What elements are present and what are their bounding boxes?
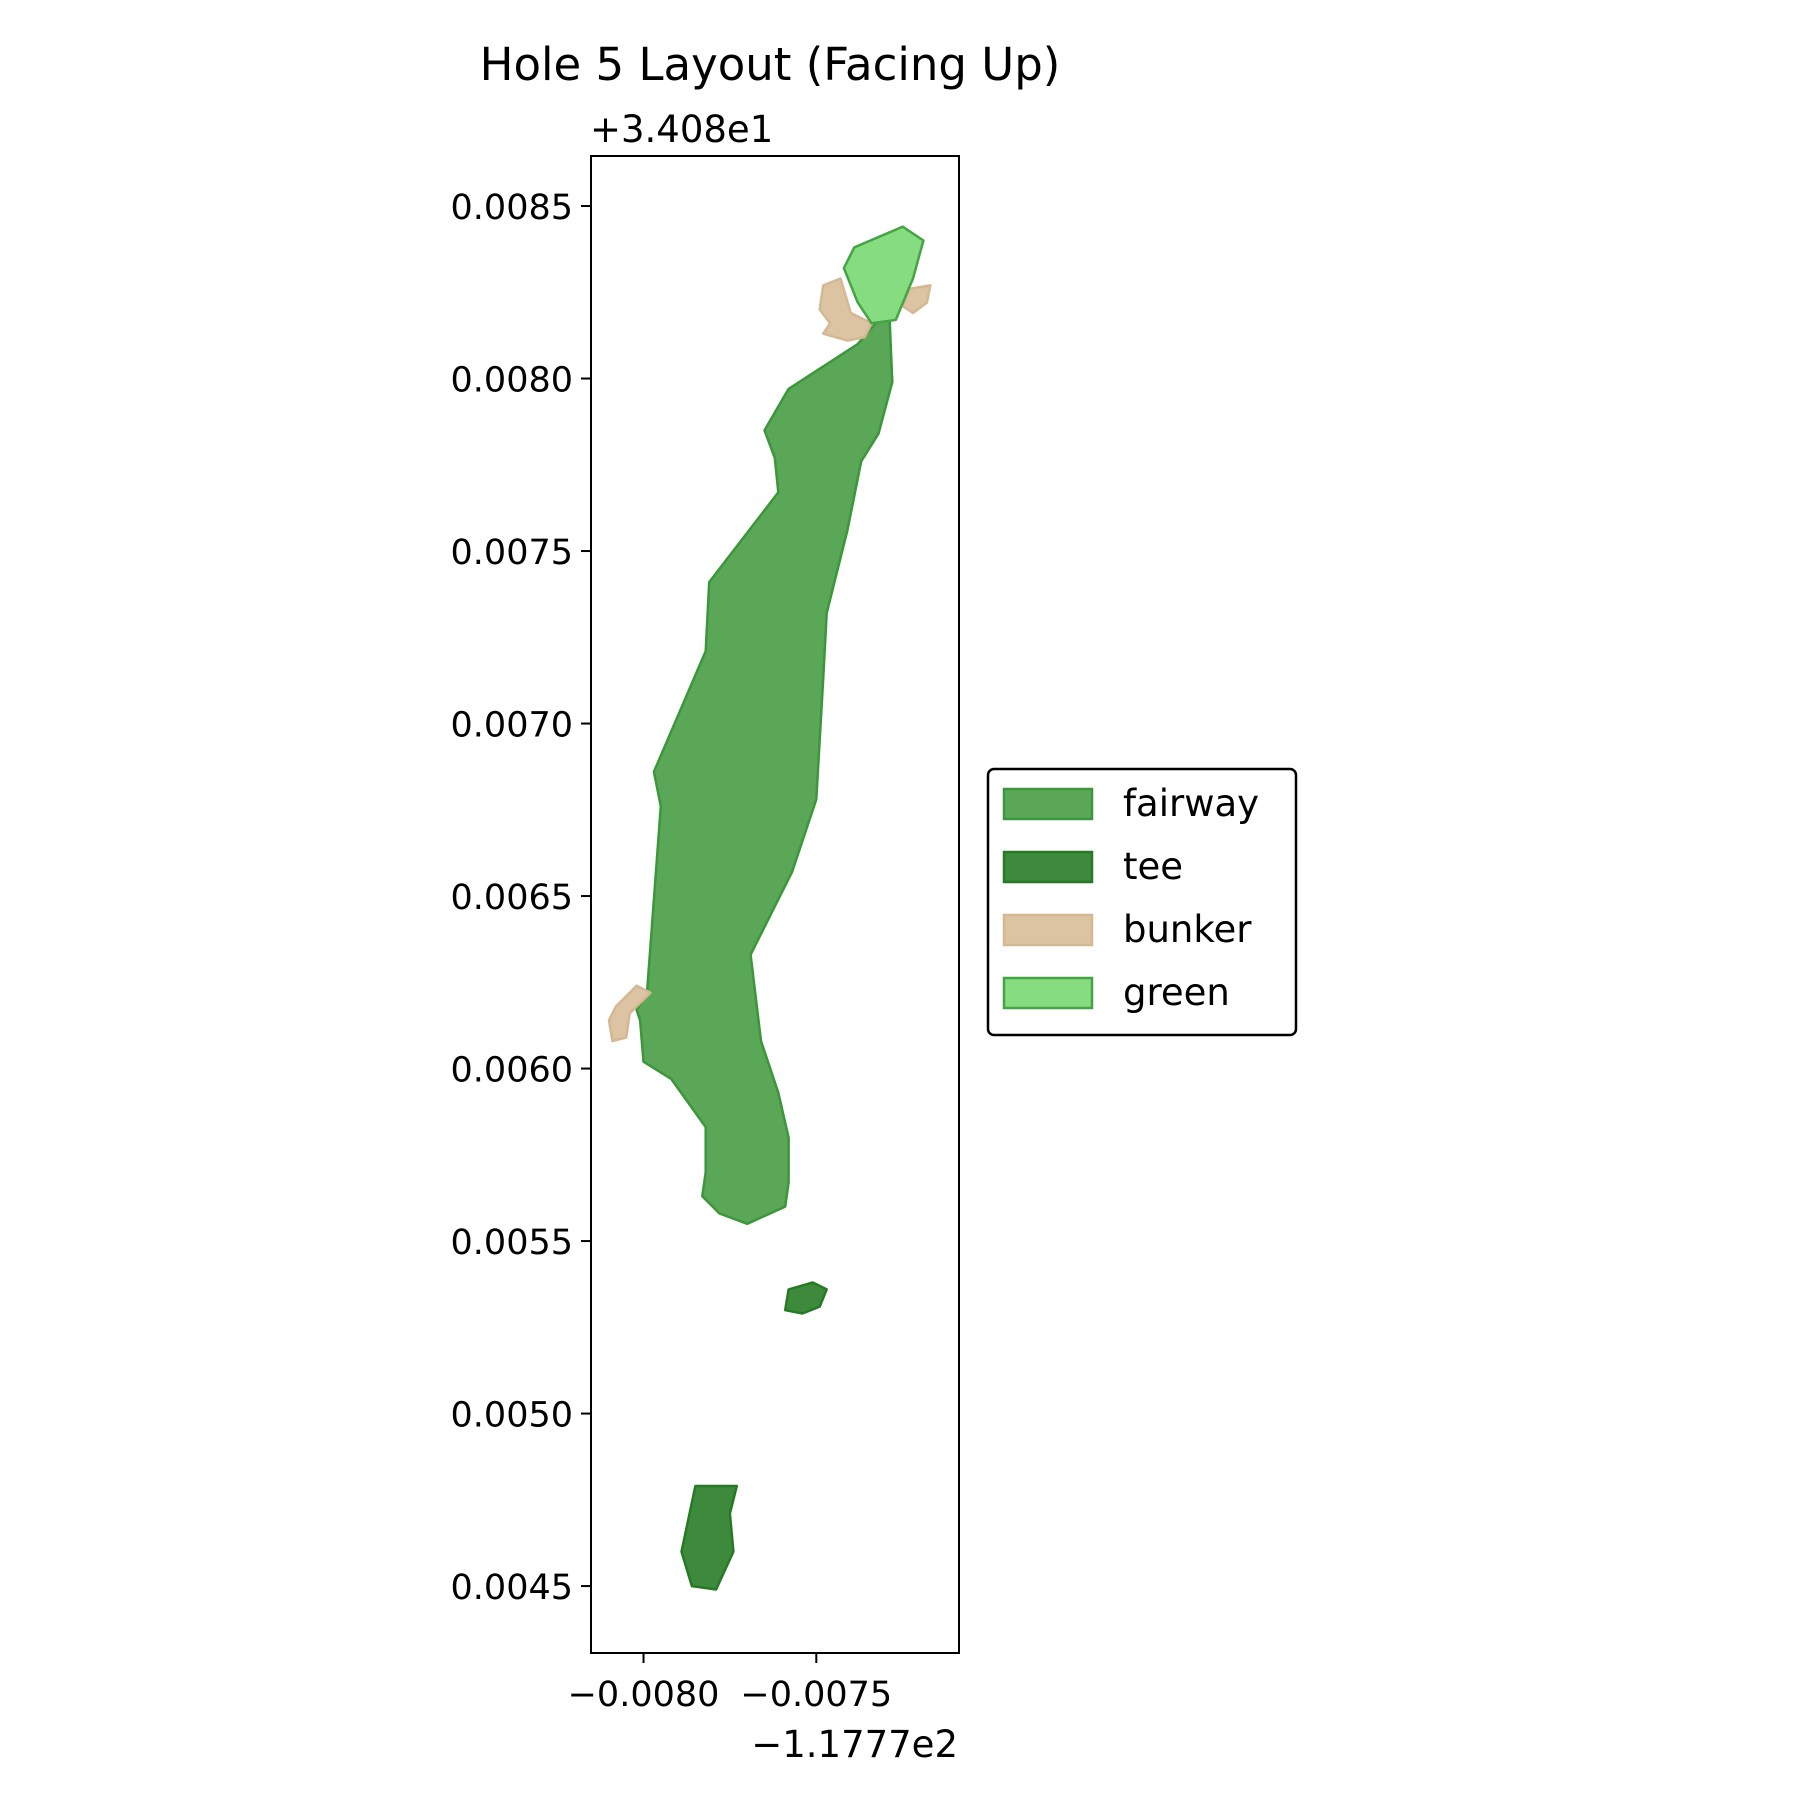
legend-swatch-bunker [1002, 913, 1094, 947]
y-tick-label-5: 0.0065 [451, 878, 573, 918]
bunker-polygon-6 [607, 984, 652, 1043]
map-plot-area [607, 225, 932, 1591]
legend-swatch-fairway [1002, 787, 1094, 821]
y-tick-label-7: 0.0055 [451, 1223, 573, 1263]
y-offset-label: +3.408e1 [590, 108, 773, 151]
tee-polygon-3 [680, 1484, 739, 1591]
y-tick-label-8: 0.0050 [451, 1396, 573, 1436]
y-tick-label-9: 0.0045 [451, 1568, 573, 1608]
y-tick-label-6: 0.0060 [451, 1051, 573, 1091]
y-tick-label-1: 0.0085 [451, 188, 573, 228]
chart-title: Hole 5 Layout (Facing Up) [480, 38, 1061, 91]
y-tick-label-2: 0.0080 [451, 361, 573, 401]
bunker-polygon-4 [818, 277, 873, 342]
legend-label-bunker: bunker [1123, 908, 1252, 951]
x-offset-label: −1.1777e2 [751, 1723, 958, 1766]
legend-swatch-tee [1002, 850, 1094, 884]
axes-frame [590, 155, 960, 1654]
legend-label-green: green [1123, 971, 1230, 1014]
y-tick-label-4: 0.0070 [451, 706, 573, 746]
green-polygon-7 [842, 225, 925, 325]
x-tick-label-2: −0.0075 [740, 1675, 892, 1715]
x-tick-label-1: −0.0080 [568, 1675, 720, 1715]
legend-label-tee: tee [1123, 845, 1183, 888]
legend-label-fairway: fairway [1123, 782, 1259, 825]
legend-box [986, 767, 1298, 1037]
legend-swatch-green [1002, 976, 1094, 1010]
axes-ticks: 0.0085 0.0080 0.0075 0.0070 0.0065 0.0060 0.00… [451, 188, 893, 1715]
fairway-polygon-1 [635, 273, 894, 1226]
y-tick-label-3: 0.0075 [451, 533, 573, 573]
legend: fairway tee bunker green [986, 767, 1298, 1037]
tee-polygon-2 [783, 1281, 828, 1315]
